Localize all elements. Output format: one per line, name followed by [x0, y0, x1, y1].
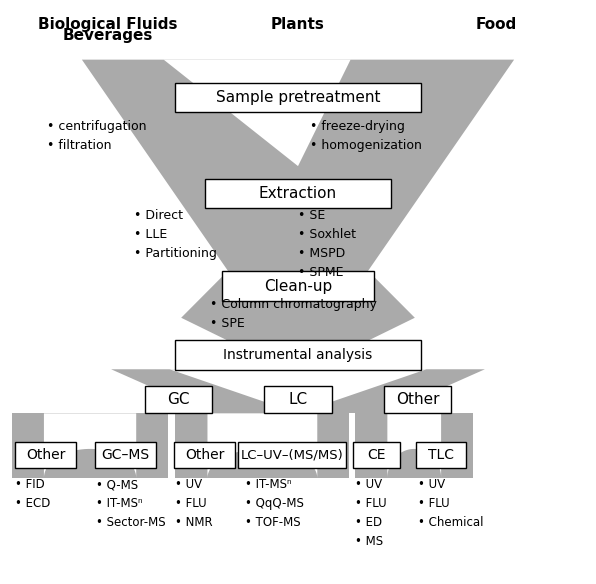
Text: Extraction: Extraction [259, 186, 337, 201]
FancyBboxPatch shape [204, 179, 392, 208]
Polygon shape [207, 413, 317, 478]
FancyBboxPatch shape [175, 82, 421, 112]
Text: • Q-MS
• IT-MSⁿ
• Sector-MS: • Q-MS • IT-MSⁿ • Sector-MS [97, 478, 166, 529]
Text: • SE
• Soxhlet
• MSPD
• SPME: • SE • Soxhlet • MSPD • SPME [298, 209, 356, 279]
Text: Other: Other [185, 448, 224, 462]
Polygon shape [44, 413, 136, 478]
Text: • UV
• FLU
• NMR: • UV • FLU • NMR [175, 478, 213, 529]
Polygon shape [169, 369, 427, 413]
Text: • FID
• ECD: • FID • ECD [15, 478, 50, 510]
Text: GC: GC [167, 392, 190, 407]
Text: • centrifugation
• filtration: • centrifugation • filtration [47, 120, 147, 152]
Text: LC–UV–(MS/MS): LC–UV–(MS/MS) [241, 449, 343, 461]
Polygon shape [111, 369, 485, 413]
Text: • UV
• FLU
• Chemical: • UV • FLU • Chemical [418, 478, 484, 529]
Polygon shape [82, 60, 514, 375]
Text: • IT-MSⁿ
• QqQ-MS
• TOF-MS: • IT-MSⁿ • QqQ-MS • TOF-MS [246, 478, 305, 529]
FancyBboxPatch shape [238, 442, 346, 468]
FancyBboxPatch shape [95, 442, 156, 468]
Text: Plants: Plants [271, 17, 325, 32]
Text: • UV
• FLU
• ED
• MS: • UV • FLU • ED • MS [355, 478, 387, 548]
Text: • Column chromatography
• SPE: • Column chromatography • SPE [210, 298, 377, 330]
Text: • freeze-drying
• homogenization: • freeze-drying • homogenization [310, 120, 421, 152]
Polygon shape [164, 60, 350, 166]
Text: Other: Other [26, 448, 66, 462]
Polygon shape [473, 413, 584, 478]
Polygon shape [12, 413, 168, 478]
Text: GC–MS: GC–MS [102, 448, 150, 462]
FancyBboxPatch shape [15, 442, 76, 468]
Text: Food: Food [476, 17, 517, 32]
FancyBboxPatch shape [175, 340, 421, 370]
FancyBboxPatch shape [353, 442, 400, 468]
FancyBboxPatch shape [265, 386, 331, 413]
Text: TLC: TLC [428, 448, 454, 462]
Polygon shape [175, 413, 349, 478]
Text: Sample pretreatment: Sample pretreatment [216, 90, 380, 105]
Text: CE: CE [368, 448, 386, 462]
Text: Beverages: Beverages [63, 28, 153, 43]
Text: • Direct
• LLE
• Partitioning: • Direct • LLE • Partitioning [135, 209, 218, 260]
FancyBboxPatch shape [416, 442, 466, 468]
Text: LC: LC [288, 392, 308, 407]
Text: Instrumental analysis: Instrumental analysis [224, 348, 372, 362]
Polygon shape [387, 413, 441, 478]
Polygon shape [355, 413, 473, 478]
Polygon shape [12, 413, 584, 468]
Polygon shape [168, 413, 175, 478]
FancyBboxPatch shape [384, 386, 451, 413]
FancyBboxPatch shape [174, 442, 235, 468]
Polygon shape [349, 413, 355, 478]
Text: Clean-up: Clean-up [264, 279, 332, 294]
FancyBboxPatch shape [222, 272, 374, 301]
FancyBboxPatch shape [145, 386, 212, 413]
Text: Biological Fluids: Biological Fluids [38, 17, 178, 32]
Text: Other: Other [396, 392, 439, 407]
